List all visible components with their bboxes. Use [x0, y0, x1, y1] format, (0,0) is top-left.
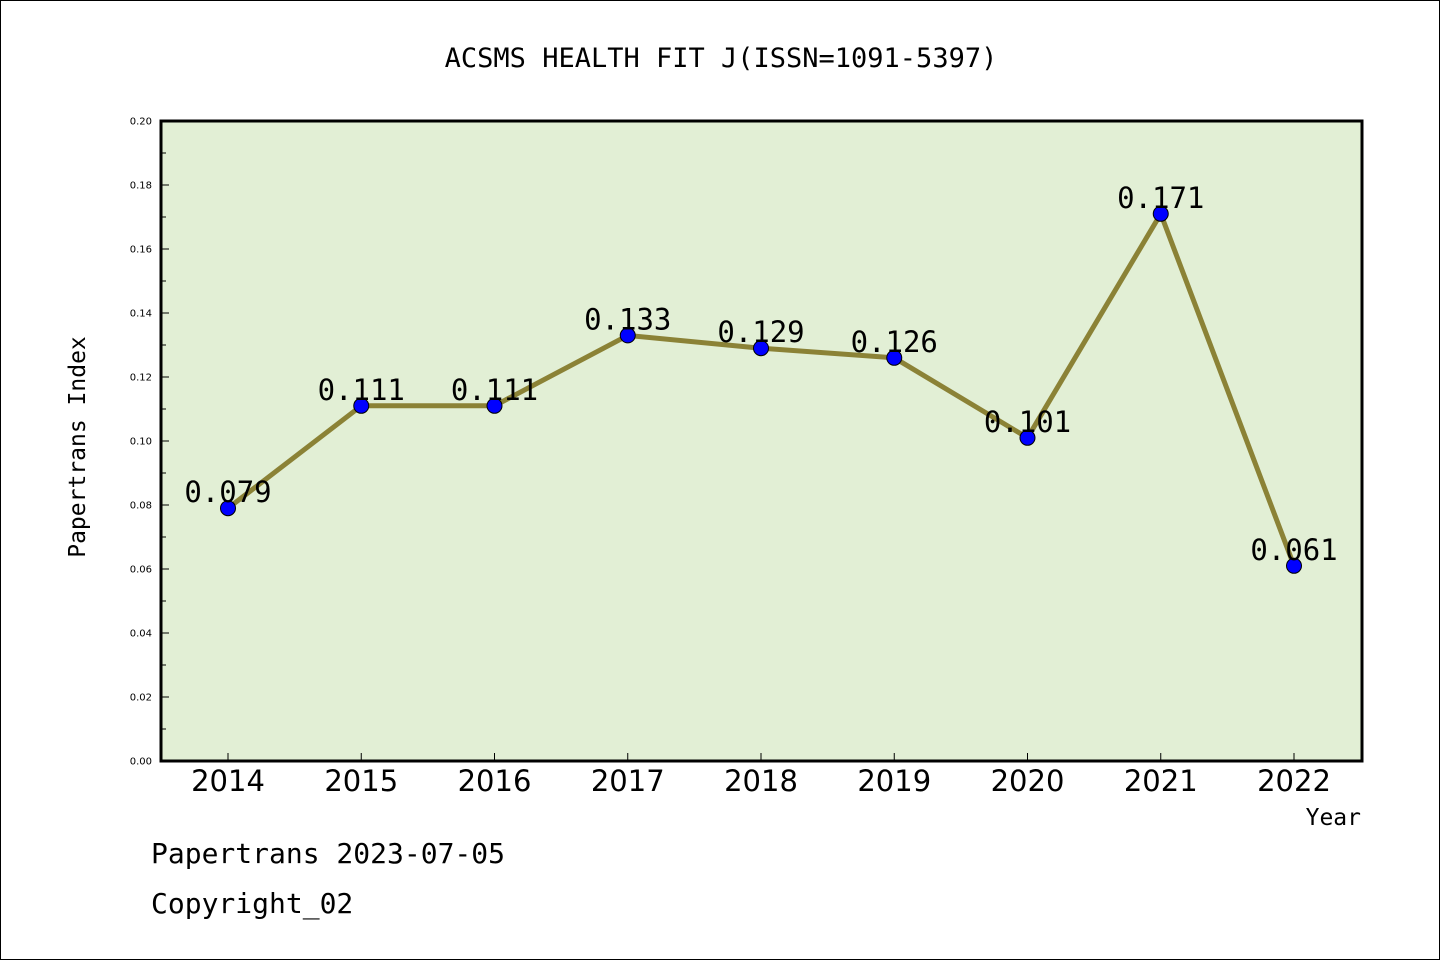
- x-tick-label: 2020: [991, 764, 1065, 798]
- x-tick-label: 2016: [458, 764, 532, 798]
- x-tick-label: 2015: [324, 764, 398, 798]
- plot-frame: [159, 119, 1364, 763]
- y-tick-label: 0.10: [130, 437, 152, 448]
- data-label: 0.171: [1117, 181, 1204, 215]
- chart-title: ACSMS HEALTH FIT J(ISSN=1091-5397): [445, 43, 998, 74]
- data-point: [886, 349, 903, 366]
- x-axis-label: Year: [1306, 805, 1361, 831]
- data-label: 0.061: [1250, 533, 1337, 567]
- data-label: 0.111: [318, 373, 405, 407]
- y-tick-label: 0.08: [130, 501, 152, 512]
- data-point: [220, 500, 236, 517]
- plot-area: [161, 121, 1362, 761]
- data-label: 0.111: [451, 373, 538, 407]
- data-label: 0.101: [984, 405, 1071, 439]
- y-tick-label: 0.18: [130, 181, 152, 192]
- data-point: [753, 340, 769, 357]
- data-point: [1152, 205, 1169, 222]
- footer-source: Papertrans 2023-07-05: [151, 837, 506, 870]
- data-point: [353, 397, 370, 414]
- x-tick-label: 2022: [1257, 764, 1331, 798]
- y-axis: 0.00 0.02 0.04 0.06 0.08 0.10 0.12 0.14 0.16 0.18…: [130, 117, 169, 768]
- data-label: 0.126: [851, 325, 938, 359]
- y-tick-label: 0.00: [130, 757, 152, 768]
- series: 0.079 0.111 0.111 0.133 0.129 0.126 0.101 0.171…: [184, 181, 1338, 574]
- x-tick-label: 2018: [724, 764, 798, 798]
- data-point: [1019, 429, 1036, 446]
- y-tick-label: 0.04: [130, 629, 152, 640]
- data-label: 0.133: [584, 302, 671, 336]
- y-tick-label: 0.02: [130, 693, 152, 704]
- x-tick-label: 2019: [857, 764, 931, 798]
- data-label: 0.079: [184, 475, 271, 509]
- y-tick-label: 0.12: [130, 373, 152, 384]
- y-tick-label: 0.16: [130, 245, 152, 256]
- x-axis: 2014 2015 2016 2017 2018 2019 2020 2021 2022: [191, 753, 1331, 798]
- data-label: 0.129: [717, 315, 804, 349]
- data-point: [1286, 557, 1302, 574]
- y-axis-label: Papertrans Index: [65, 336, 91, 558]
- x-tick-label: 2017: [591, 764, 665, 798]
- x-tick-label: 2021: [1124, 764, 1198, 798]
- footer-copyright: Copyright_02: [151, 887, 354, 920]
- y-tick-label: 0.20: [130, 117, 152, 128]
- data-point: [619, 327, 636, 344]
- y-tick-label: 0.06: [130, 565, 152, 576]
- data-point: [486, 397, 503, 414]
- y-tick-label: 0.14: [130, 309, 152, 320]
- x-tick-label: 2014: [191, 764, 265, 798]
